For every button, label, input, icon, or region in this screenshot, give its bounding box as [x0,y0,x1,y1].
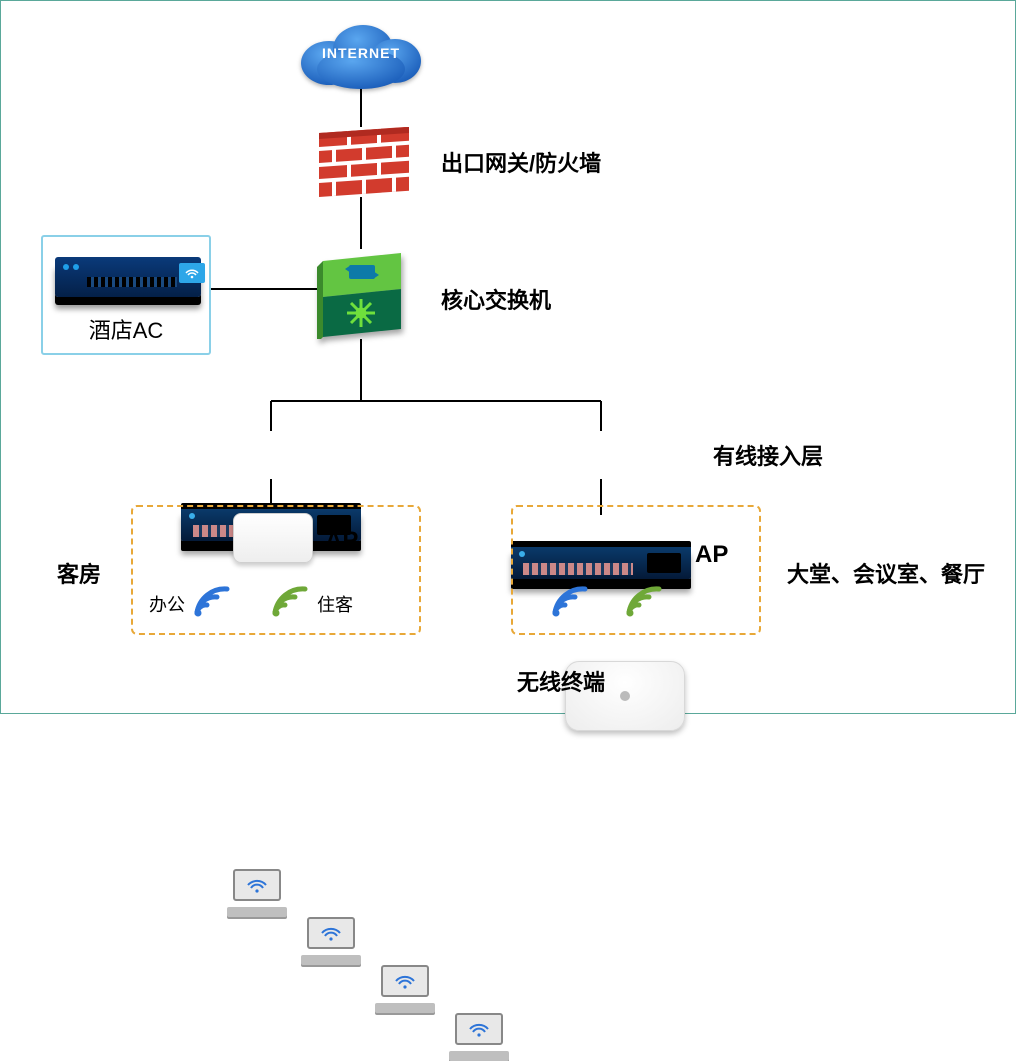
ap-left-label: AP [325,527,358,555]
core-switch-label: 核心交换机 [441,283,551,315]
wifi-public-green-icon [623,583,665,622]
wifi-guest-icon [269,583,311,622]
zone-guestroom-label: 客房 [57,557,101,589]
laptop-icon [301,917,361,965]
ap-wall-icon [233,513,313,563]
wifi-office-label: 办公 [149,591,185,617]
laptop-icon [375,965,435,1013]
wifi-office-icon [191,583,233,622]
ap-right-label: AP [695,541,728,569]
firewall-icon [319,127,409,197]
hotel-ac-label: 酒店AC [43,313,209,345]
core-switch-icon [317,249,407,339]
laptop-icon [449,1013,509,1061]
internet-cloud: INTERNET [291,19,431,94]
wifi-guest-label: 住客 [317,591,353,617]
firewall-label: 出口网关/防火墙 [441,146,601,178]
wifi-badge-icon [179,263,205,283]
terminals-label: 无线终端 [517,665,605,697]
diagram-canvas: INTERNET [0,0,1016,714]
hotel-ac-box: 酒店AC [41,235,211,355]
wifi-public-blue-icon [549,583,591,622]
internet-cloud-label: INTERNET [291,45,431,61]
access-layer-label: 有线接入层 [713,439,823,471]
zone-public-label: 大堂、会议室、餐厅 [787,557,985,589]
laptop-icon [227,869,287,917]
ac-device-icon [55,257,201,297]
